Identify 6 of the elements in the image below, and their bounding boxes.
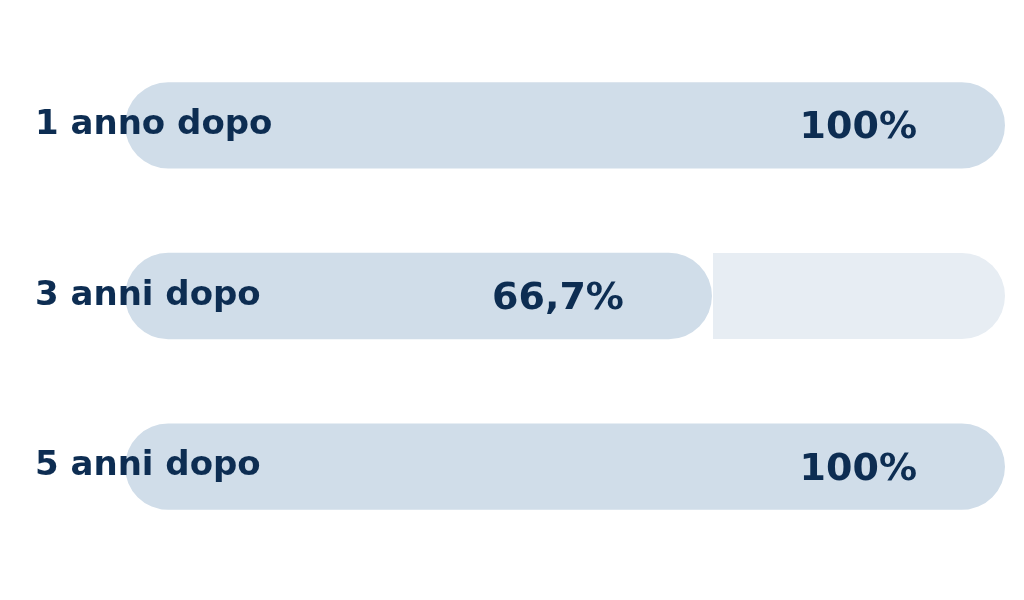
data-label: 66,7% bbox=[492, 273, 624, 318]
y-tick-label: 5 anni dopo bbox=[35, 443, 261, 484]
data-label: 100% bbox=[799, 444, 917, 489]
y-tick-label: 1 anno dopo bbox=[35, 102, 273, 143]
data-label: 100% bbox=[799, 103, 917, 148]
y-tick-label: 3 anni dopo bbox=[35, 272, 261, 313]
